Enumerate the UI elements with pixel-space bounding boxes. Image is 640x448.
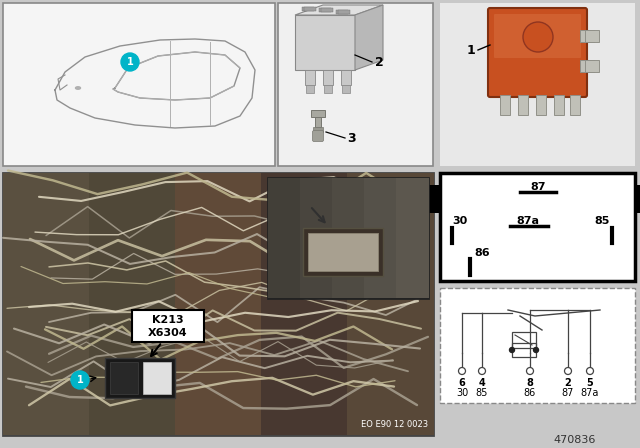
Bar — [536, 95, 546, 115]
Bar — [440, 3, 635, 166]
Bar — [105, 358, 175, 398]
Bar — [315, 117, 321, 127]
Bar — [278, 3, 433, 166]
Text: 2: 2 — [375, 56, 384, 69]
Bar — [585, 60, 599, 72]
Circle shape — [71, 371, 89, 389]
FancyBboxPatch shape — [494, 14, 581, 58]
Bar — [332, 178, 365, 298]
Circle shape — [586, 367, 593, 375]
Bar — [634, 185, 640, 213]
Bar — [396, 178, 429, 298]
Text: 30: 30 — [456, 388, 468, 398]
Circle shape — [509, 348, 515, 353]
Bar — [300, 178, 333, 298]
Bar — [304, 7, 316, 11]
Bar — [570, 95, 580, 115]
Polygon shape — [355, 5, 383, 70]
Bar — [440, 288, 635, 403]
Bar — [308, 233, 378, 271]
Polygon shape — [295, 5, 383, 15]
Bar — [512, 343, 536, 357]
Bar — [132, 310, 204, 342]
Text: 87a: 87a — [516, 216, 540, 226]
Bar — [580, 30, 594, 42]
Circle shape — [479, 367, 486, 375]
Text: 30: 30 — [452, 216, 468, 226]
Circle shape — [564, 367, 572, 375]
Bar — [313, 127, 323, 132]
Ellipse shape — [76, 87, 81, 89]
Text: 4: 4 — [479, 378, 485, 388]
Bar — [440, 173, 635, 281]
Bar — [110, 362, 138, 394]
Bar — [580, 60, 594, 72]
Bar — [89, 173, 176, 435]
Text: 6: 6 — [459, 378, 465, 388]
Circle shape — [534, 348, 538, 353]
Bar — [143, 362, 171, 394]
Bar — [321, 9, 333, 13]
Bar — [585, 30, 599, 42]
Bar — [311, 110, 325, 117]
Bar — [323, 70, 333, 85]
Bar — [305, 70, 315, 85]
Bar — [261, 173, 348, 435]
Text: 470836: 470836 — [554, 435, 596, 445]
Bar — [341, 70, 351, 85]
Bar — [500, 95, 510, 115]
Text: 8: 8 — [527, 378, 533, 388]
Text: 1: 1 — [127, 57, 133, 67]
Bar — [319, 9, 331, 13]
Text: 87: 87 — [562, 388, 574, 398]
Bar — [3, 173, 90, 435]
Bar — [3, 173, 433, 435]
Bar — [175, 173, 262, 435]
Bar — [302, 7, 314, 11]
Bar — [303, 228, 383, 276]
Text: 3: 3 — [347, 132, 356, 145]
FancyBboxPatch shape — [488, 8, 587, 97]
Bar — [324, 85, 332, 93]
Bar — [426, 185, 441, 213]
Circle shape — [527, 367, 534, 375]
Text: 85: 85 — [476, 388, 488, 398]
Text: K213: K213 — [152, 315, 184, 325]
Bar — [3, 3, 275, 166]
Bar — [342, 85, 350, 93]
Text: 85: 85 — [595, 216, 610, 226]
Bar — [336, 10, 348, 14]
Bar — [554, 95, 564, 115]
Text: 5: 5 — [587, 378, 593, 388]
Text: 2: 2 — [564, 378, 572, 388]
Text: 87: 87 — [531, 182, 546, 192]
Bar — [306, 85, 314, 93]
Bar — [518, 95, 528, 115]
Text: 86: 86 — [524, 388, 536, 398]
Bar — [512, 332, 536, 348]
Bar — [268, 178, 301, 298]
Bar — [268, 178, 428, 298]
Text: 87a: 87a — [581, 388, 599, 398]
Text: X6304: X6304 — [148, 328, 188, 338]
Circle shape — [458, 367, 465, 375]
FancyBboxPatch shape — [312, 130, 323, 142]
Circle shape — [121, 53, 139, 71]
Bar — [338, 10, 350, 14]
Circle shape — [523, 22, 553, 52]
Text: 86: 86 — [474, 248, 490, 258]
Text: 1: 1 — [467, 43, 475, 56]
Bar — [295, 15, 355, 70]
Text: 1: 1 — [77, 375, 83, 385]
Bar — [347, 173, 434, 435]
Text: EO E90 12 0023: EO E90 12 0023 — [361, 420, 428, 429]
Bar — [364, 178, 397, 298]
